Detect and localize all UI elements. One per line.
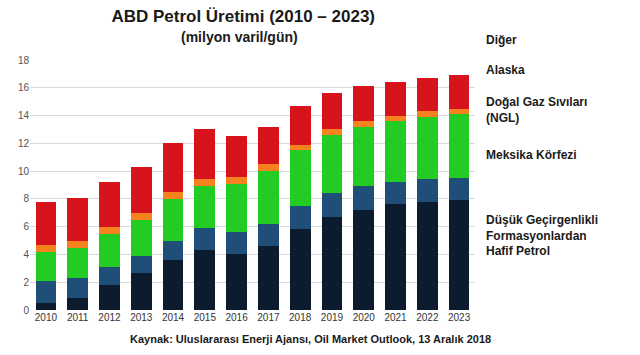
svg-text:4: 4	[23, 249, 29, 260]
svg-text:2020: 2020	[353, 312, 376, 323]
svg-text:2014: 2014	[162, 312, 185, 323]
svg-text:18: 18	[18, 55, 30, 66]
svg-text:14: 14	[18, 110, 30, 121]
svg-text:2021: 2021	[384, 312, 407, 323]
svg-text:Meksika Körfezi: Meksika Körfezi	[486, 148, 577, 162]
svg-text:2023: 2023	[448, 312, 471, 323]
svg-text:2: 2	[23, 277, 29, 288]
svg-text:6: 6	[23, 221, 29, 232]
svg-text:2017: 2017	[257, 312, 280, 323]
svg-text:2010: 2010	[35, 312, 58, 323]
svg-text:Kaynak: Uluslararası Enerji Aj: Kaynak: Uluslararası Enerji Ajansı, Oil …	[130, 333, 491, 345]
svg-text:Doğal Gaz Sıvıları(NGL): Doğal Gaz Sıvıları(NGL)	[486, 95, 587, 125]
svg-text:12: 12	[18, 138, 30, 149]
svg-text:10: 10	[18, 166, 30, 177]
svg-text:2019: 2019	[321, 312, 344, 323]
svg-text:2016: 2016	[225, 312, 248, 323]
svg-text:2012: 2012	[98, 312, 121, 323]
svg-text:Diğer: Diğer	[486, 33, 517, 47]
svg-text:ABD Petrol Üretimi (2010 – 202: ABD Petrol Üretimi (2010 – 2023)	[111, 7, 375, 26]
svg-text:Alaska: Alaska	[486, 63, 525, 77]
svg-text:(milyon varil/gün): (milyon varil/gün)	[181, 29, 298, 45]
svg-text:8: 8	[23, 193, 29, 204]
svg-text:2018: 2018	[289, 312, 312, 323]
svg-text:2011: 2011	[67, 312, 89, 323]
svg-text:2013: 2013	[130, 312, 153, 323]
svg-text:Düşük GeçirgenlikliFormasyonla: Düşük GeçirgenlikliFormasyonlardanHafif …	[486, 213, 598, 258]
svg-text:2022: 2022	[416, 312, 439, 323]
svg-text:2015: 2015	[194, 312, 217, 323]
svg-text:16: 16	[18, 82, 30, 93]
svg-text:0: 0	[23, 305, 29, 316]
